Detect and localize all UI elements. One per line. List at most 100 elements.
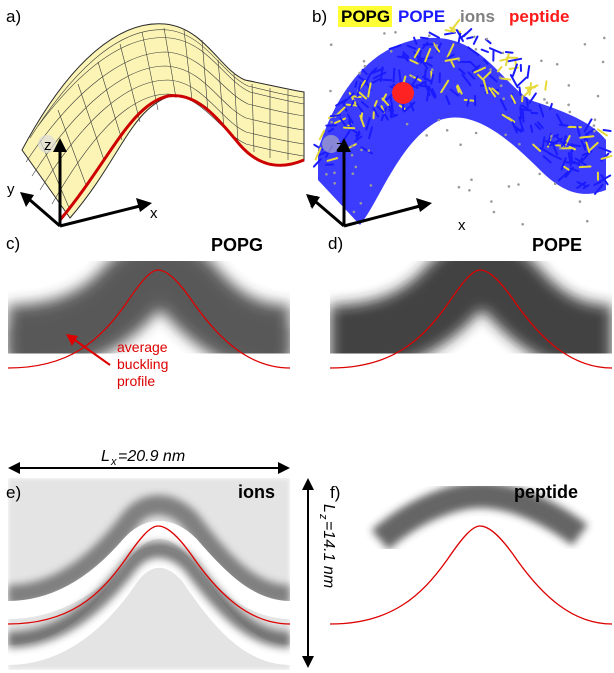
lipid-segment (461, 73, 472, 87)
lipid-segment (496, 66, 503, 73)
lipid-segment (579, 135, 595, 139)
annotation-arrowhead (66, 334, 78, 346)
lipid-segment (518, 86, 522, 96)
lipid-segment (409, 75, 419, 89)
lipid-segment (467, 46, 480, 56)
ion-dot (437, 118, 441, 122)
panel-b-label: b) (312, 7, 327, 26)
ion-dot (550, 135, 553, 138)
lipid-segment (427, 86, 436, 99)
lipid-segment (599, 174, 612, 183)
lipid-segment (521, 108, 525, 123)
ion-dot (359, 202, 363, 205)
ion-dot (394, 31, 397, 34)
lipid-segment (426, 86, 430, 102)
ion-dot (502, 97, 506, 100)
surface-edge-profile (58, 94, 305, 221)
lipid-segment (449, 88, 460, 97)
lipid-segment (588, 141, 599, 152)
ion-dot (603, 36, 606, 40)
lipid-segment (576, 181, 587, 189)
lipid-segment (335, 98, 347, 107)
ion-dot (325, 173, 328, 176)
lipid-segment (365, 116, 371, 131)
lipid-segment (413, 51, 423, 64)
ion-dot (358, 71, 361, 75)
lipid-segment (361, 68, 368, 75)
ion-dot (329, 43, 333, 46)
legend-pope: POPE (398, 7, 445, 26)
axis-origin-sphere-b (322, 135, 340, 153)
axis-z-label-b: z (336, 138, 344, 155)
ion-dot (593, 129, 596, 133)
ion-dot (405, 122, 409, 126)
lipid-segment (422, 43, 434, 46)
lipid-segment (467, 71, 476, 80)
lipid-segment (388, 44, 402, 50)
lipid-segment (440, 79, 450, 94)
annotation-arrow-line (71, 337, 111, 366)
ion-dot (498, 76, 502, 79)
legend-popg-highlight (338, 6, 392, 27)
ion-dot (457, 58, 461, 62)
ion-dot (354, 165, 358, 169)
ion-dot (485, 37, 489, 41)
ion-dot (545, 101, 549, 104)
lipid-segment (401, 53, 409, 62)
lipid-segment (402, 51, 410, 58)
panel-a-label: a) (6, 7, 21, 26)
lipid-segment (576, 125, 582, 139)
lipid-segment (444, 29, 456, 33)
lipid-segment (368, 126, 373, 140)
panel-d-title: POPE (532, 235, 582, 255)
ion-dot (559, 146, 562, 150)
ion-dot (363, 64, 367, 68)
lipid-segment (372, 71, 387, 80)
lipid-segment (472, 35, 479, 45)
lipid-segment (563, 165, 570, 171)
ion-dot (329, 89, 332, 93)
lipid-segment (334, 117, 347, 124)
lz-subscript: z (317, 513, 329, 520)
lipid-segment (594, 183, 604, 195)
lipid-segment (379, 66, 384, 83)
lipid-segment (356, 82, 362, 97)
lipid-segment (480, 48, 489, 53)
lipid-segment (564, 166, 574, 178)
lipid-segment (373, 100, 378, 107)
ion-dot (596, 94, 600, 98)
lipid-segment (450, 60, 455, 68)
ion-dot (593, 118, 597, 121)
lipid-segment (455, 29, 464, 42)
lx-subscript: x (110, 456, 117, 468)
ion-dot (568, 110, 572, 114)
lipid-segment (384, 113, 389, 121)
lipid-segment (509, 74, 519, 89)
ion-dot (601, 60, 605, 64)
panel-b-axes (306, 138, 432, 228)
lipid-segment (354, 135, 363, 142)
axis-origin-sphere (38, 135, 56, 153)
lipid-segment (445, 95, 451, 106)
lipid-segment (549, 102, 553, 111)
lipid-segment (567, 152, 572, 167)
lipid-segment (312, 158, 322, 168)
lipid-segment (538, 104, 545, 118)
ion-dot (350, 153, 354, 157)
ion-dot (474, 48, 478, 51)
lipid-segment (544, 80, 548, 91)
peptide-average-profile (330, 525, 612, 625)
lipid-segment (519, 106, 523, 120)
lipid-segment (413, 47, 421, 59)
lipid-segment (585, 141, 591, 154)
ion-dot (492, 210, 496, 214)
lipid-segment (360, 112, 364, 121)
lipid-segment (528, 92, 537, 104)
lz-symbol: L (320, 504, 337, 513)
ion-dot (367, 149, 371, 152)
ion-dot (411, 75, 414, 78)
lipid-segment (376, 105, 385, 113)
lipid-segment (469, 60, 481, 72)
lipid-segment (402, 75, 407, 83)
